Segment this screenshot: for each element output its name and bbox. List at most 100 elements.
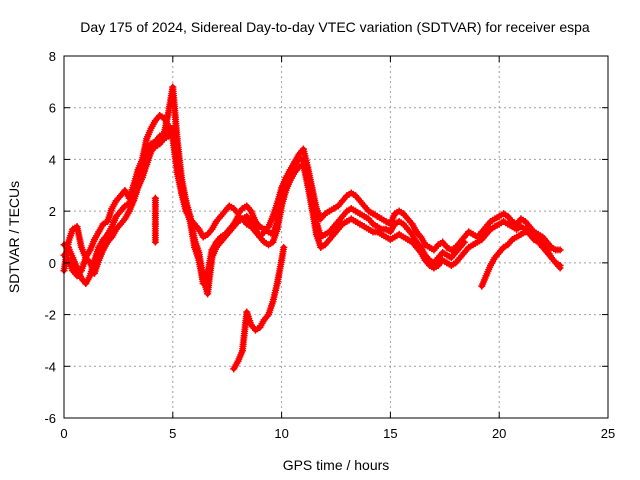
data-point (230, 365, 238, 373)
data-point (121, 202, 129, 210)
data-point (369, 210, 377, 218)
data-point (169, 124, 177, 132)
data-point (195, 256, 203, 264)
data-point (169, 83, 177, 91)
data-point (143, 135, 151, 143)
data-point (199, 280, 207, 288)
data-point (243, 220, 251, 228)
y-axis-label: SDTVAR / TECUs (6, 181, 22, 293)
data-point (221, 230, 229, 238)
data-point (273, 280, 281, 288)
data-point (64, 243, 72, 251)
data-point (382, 217, 390, 225)
data-point (482, 223, 490, 231)
data-point (112, 212, 120, 220)
data-point (447, 261, 455, 269)
series-trace-f (151, 194, 159, 246)
data-point (151, 238, 159, 246)
data-point (330, 223, 338, 231)
data-point (373, 223, 381, 231)
data-point (486, 261, 494, 269)
data-point (500, 210, 508, 218)
data-point (286, 166, 294, 174)
data-point (434, 261, 442, 269)
data-point (178, 184, 186, 192)
x-tick-label: 20 (492, 426, 506, 441)
data-point (86, 246, 94, 254)
data-point (356, 220, 364, 228)
data-point (95, 228, 103, 236)
data-point (352, 207, 360, 215)
series-trace-e (478, 228, 564, 290)
data-point (521, 217, 529, 225)
data-point (108, 233, 116, 241)
data-point (317, 233, 325, 241)
data-point (399, 210, 407, 218)
data-point (504, 241, 512, 249)
y-tick-label: -4 (44, 359, 56, 374)
data-point (247, 207, 255, 215)
data-point (173, 155, 181, 163)
series-trace-c (60, 124, 468, 288)
x-tick-label: 10 (274, 426, 288, 441)
data-point (473, 238, 481, 246)
data-point (517, 230, 525, 238)
data-point (539, 241, 547, 249)
data-point (308, 194, 316, 202)
y-tick-label: 6 (49, 101, 56, 116)
data-point (204, 290, 212, 298)
data-point (182, 205, 190, 213)
data-point (360, 223, 368, 231)
data-point (69, 225, 77, 233)
data-point (99, 246, 107, 254)
x-tick-label: 15 (383, 426, 397, 441)
data-point (339, 220, 347, 228)
data-point (147, 124, 155, 132)
data-point (465, 228, 473, 236)
data-point (156, 140, 164, 148)
data-point (347, 189, 355, 197)
data-point (304, 174, 312, 182)
data-point (117, 220, 125, 228)
data-point (339, 212, 347, 220)
data-point (99, 236, 107, 244)
data-point (504, 212, 512, 220)
data-point (495, 220, 503, 228)
data-point (108, 205, 116, 213)
data-point (491, 254, 499, 262)
data-point (156, 111, 164, 119)
data-point (269, 238, 277, 246)
data-point (291, 161, 299, 169)
data-point (556, 246, 564, 254)
data-point (160, 135, 168, 143)
data-point (147, 140, 155, 148)
data-point (365, 225, 373, 233)
data-point (69, 267, 77, 275)
data-point (486, 225, 494, 233)
data-point (312, 217, 320, 225)
data-point (360, 212, 368, 220)
data-point (486, 217, 494, 225)
data-point (278, 184, 286, 192)
data-point (443, 251, 451, 259)
data-point (399, 220, 407, 228)
data-point (382, 233, 390, 241)
data-point (73, 272, 81, 280)
data-point (547, 243, 555, 251)
x-tick-label: 25 (601, 426, 615, 441)
data-point (352, 217, 360, 225)
data-point (134, 184, 142, 192)
data-point (151, 220, 159, 228)
data-point (217, 212, 225, 220)
data-point (491, 223, 499, 231)
data-point (517, 223, 525, 231)
data-point (251, 228, 259, 236)
data-point (391, 220, 399, 228)
data-point (247, 223, 255, 231)
data-point (217, 233, 225, 241)
data-point (513, 225, 521, 233)
data-point (452, 259, 460, 267)
data-point (204, 230, 212, 238)
data-point (386, 236, 394, 244)
